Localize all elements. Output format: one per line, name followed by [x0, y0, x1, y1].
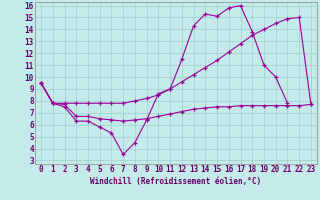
- X-axis label: Windchill (Refroidissement éolien,°C): Windchill (Refroidissement éolien,°C): [91, 177, 261, 186]
